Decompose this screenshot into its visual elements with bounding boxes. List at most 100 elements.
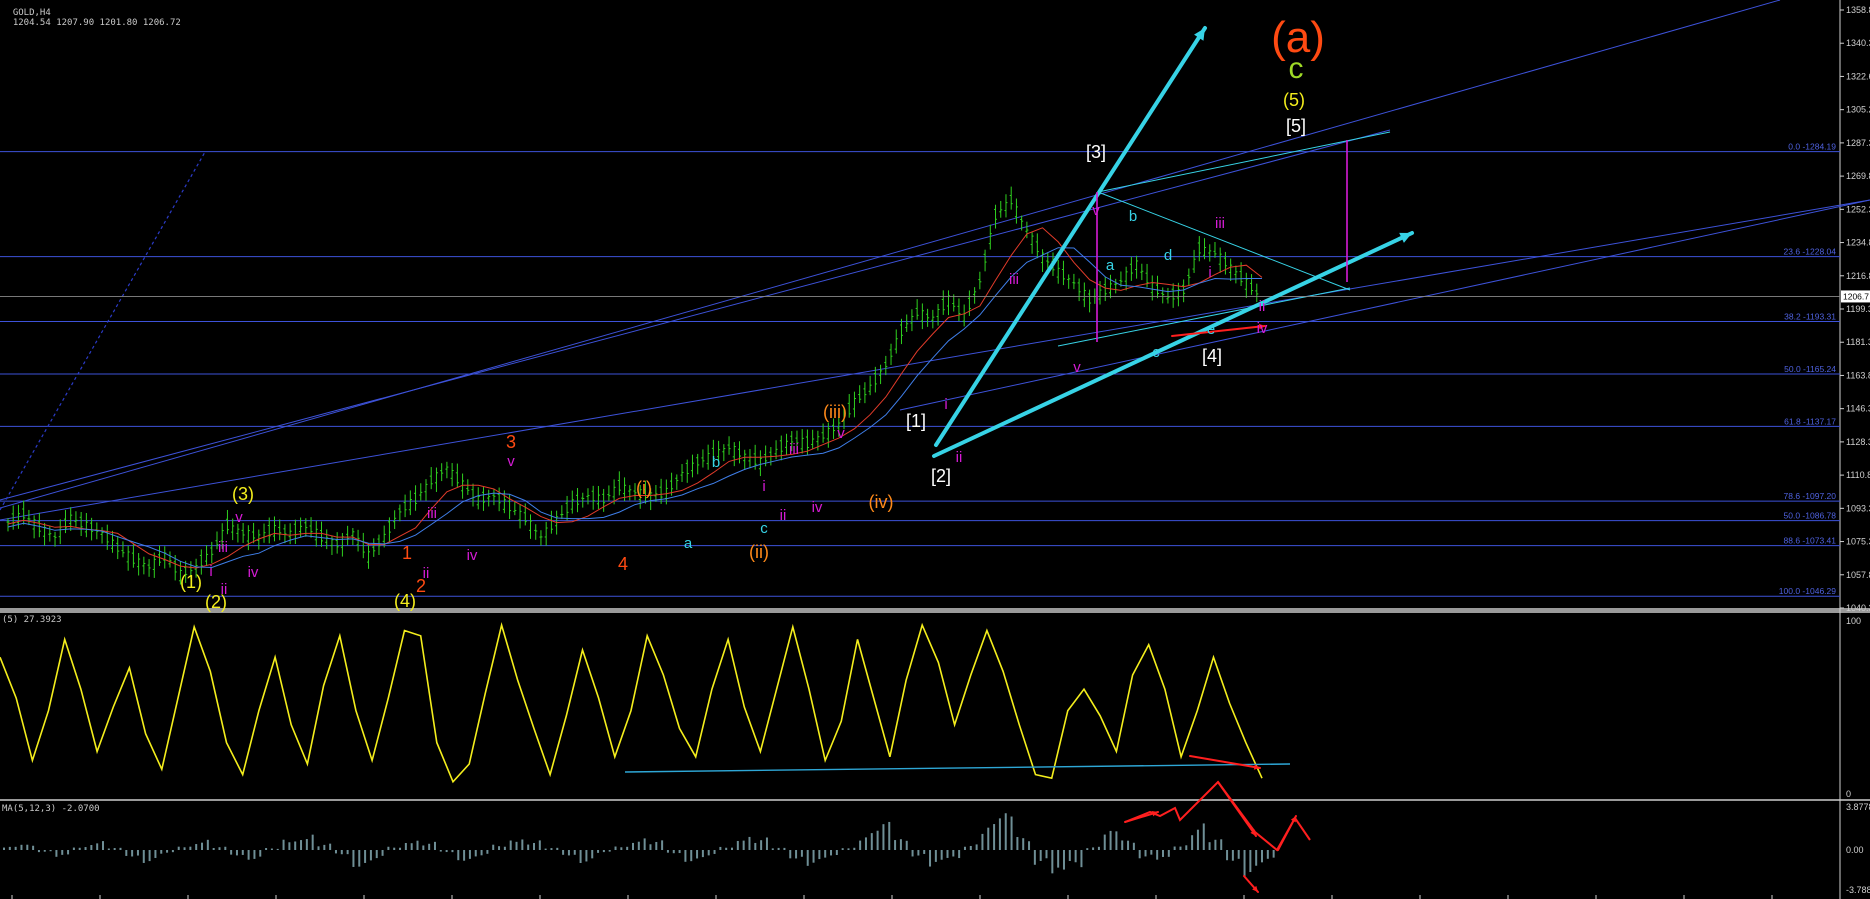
y-tick-label: 1057.8 — [1846, 570, 1870, 580]
macd-arrow-b-head — [1250, 829, 1256, 836]
wave-label: (iv) — [869, 492, 894, 512]
y-tick-label: 1340.3 — [1846, 38, 1870, 48]
wave-label: ii — [956, 449, 963, 466]
wave-label: iv — [812, 499, 823, 516]
osc-y-tick-label: 0 — [1846, 789, 1851, 799]
wave-label: i — [209, 563, 212, 580]
macd-label: MA(5,12,3) -2.0700 — [2, 804, 100, 814]
y-tick-label: 1040.3 — [1846, 603, 1870, 613]
wave-label: iii — [427, 505, 437, 522]
oscillator-label: (5) 27.3923 — [2, 615, 62, 625]
wave-label: c — [1152, 344, 1160, 361]
wave-label: (1) — [180, 572, 202, 592]
wave-label: (3) — [232, 484, 254, 504]
wave-label: ii — [1259, 298, 1266, 315]
fib-level-label: 78.6 -1097.20 — [1784, 491, 1837, 501]
wave-label: b — [712, 454, 720, 471]
wave-label: 4 — [618, 554, 628, 574]
wave-label: v — [1073, 359, 1081, 376]
wave-label: (ii) — [749, 542, 769, 562]
current-price-label: 1206.7 — [1843, 291, 1869, 301]
macd-arrow-b — [1217, 781, 1257, 837]
macd-y-tick-label: 0.00 — [1846, 845, 1864, 855]
wave-label: (iii) — [823, 402, 847, 422]
y-tick-label: 1269.8 — [1846, 171, 1870, 181]
wave-label: iv — [467, 547, 478, 564]
wave-label: [5] — [1286, 116, 1306, 136]
macd-projection-path — [1124, 780, 1311, 852]
macd-y-tick-label: 3.8778 — [1846, 802, 1870, 812]
macd-arrow-d-head — [1252, 885, 1258, 892]
y-tick-label: 1252.3 — [1846, 204, 1870, 214]
triangle-lower-line — [1057, 287, 1351, 347]
current-price-box — [1841, 290, 1870, 303]
y-tick-label: 1322.6 — [1846, 71, 1870, 81]
fib-level-label: 61.8 -1137.17 — [1784, 416, 1836, 426]
wave-label: a — [684, 535, 693, 552]
wave-label: (5) — [1283, 90, 1305, 110]
wave-label: 2 — [416, 576, 426, 596]
wave-label: a — [1106, 257, 1115, 274]
fib-level-label: 50.0 -1086.78 — [1784, 511, 1837, 521]
fib-level-label: 100.0 -1046.29 — [1779, 586, 1836, 596]
moving-average-slow — [7, 247, 1262, 569]
wave-label: [2] — [931, 466, 951, 486]
wave-label: v — [1092, 202, 1100, 219]
symbol-label: GOLD,H4 — [12, 8, 51, 18]
osc-y-tick-label: 100 — [1846, 616, 1861, 626]
impulse-arrow — [934, 26, 1207, 447]
y-tick-label: 1181.3 — [1846, 337, 1870, 347]
trend-channel-line — [0, 0, 1781, 509]
wave-label: ii — [221, 581, 228, 598]
impulse-arrow-head — [1194, 28, 1205, 41]
oscillator-support-line — [624, 763, 1291, 773]
y-tick-label: 1287.3 — [1846, 138, 1870, 148]
wave-label: (4) — [394, 591, 416, 611]
wave-label: 1 — [402, 543, 412, 563]
wave-label: v — [837, 425, 845, 442]
wave-label: b — [1129, 208, 1137, 225]
wave-label: iii — [1215, 215, 1225, 232]
macd-y-tick-label: -3.7886 — [1846, 885, 1870, 895]
panel-separator — [0, 608, 1870, 613]
oscillator-divergence-arrow-head — [1253, 764, 1260, 770]
trendline-arrow — [932, 231, 1414, 458]
y-tick-label: 1128.3 — [1846, 437, 1870, 447]
y-tick-label: 1234.8 — [1846, 238, 1870, 248]
trend-channel-line — [0, 129, 1391, 501]
y-tick-label: 1216.8 — [1846, 271, 1870, 281]
macd-arrow-c — [1277, 815, 1297, 851]
wave-label: e — [1207, 321, 1215, 338]
y-tick-label: 1110.8 — [1846, 470, 1870, 480]
oscillator-line — [0, 621, 1263, 784]
wave-label: iii — [789, 441, 799, 458]
wave-label: (i) — [636, 478, 652, 498]
ohlc-label: 1204.54 1207.90 1201.80 1206.72 — [12, 18, 181, 28]
divergence-arrow — [1171, 325, 1266, 337]
trendline-arrow-head — [1399, 232, 1412, 243]
wave-label: v — [507, 453, 515, 470]
wave-label: [4] — [1202, 346, 1222, 366]
wave-label: c — [760, 520, 768, 537]
oscillator-divergence-arrow — [1189, 755, 1261, 769]
wave-label: d — [1164, 247, 1172, 264]
y-tick-label: 1358.8 — [1846, 5, 1870, 15]
wave-label: (a) — [1271, 13, 1325, 62]
projection-line — [1097, 131, 1391, 193]
wave-label: iii — [1009, 271, 1019, 288]
fib-level-label: 88.6 -1073.41 — [1784, 536, 1837, 546]
y-tick-label: 1163.8 — [1846, 370, 1870, 380]
y-tick-label: 1146.3 — [1846, 404, 1870, 414]
panel-separator — [0, 799, 1870, 801]
moving-average-fast — [7, 227, 1263, 569]
wave-label: i — [944, 396, 947, 413]
y-tick-label: 1093.3 — [1846, 503, 1870, 513]
wave-label: i — [762, 478, 765, 495]
triangle-upper-line — [1097, 191, 1351, 291]
wave-label: iv — [248, 564, 259, 581]
fib-level-label: 0.0 -1284.19 — [1788, 142, 1836, 152]
trend-channel-line — [899, 199, 1870, 411]
wave-label: c — [1289, 52, 1304, 85]
macd-arrow-a-head — [1151, 811, 1158, 817]
candles-group — [6, 186, 1259, 585]
